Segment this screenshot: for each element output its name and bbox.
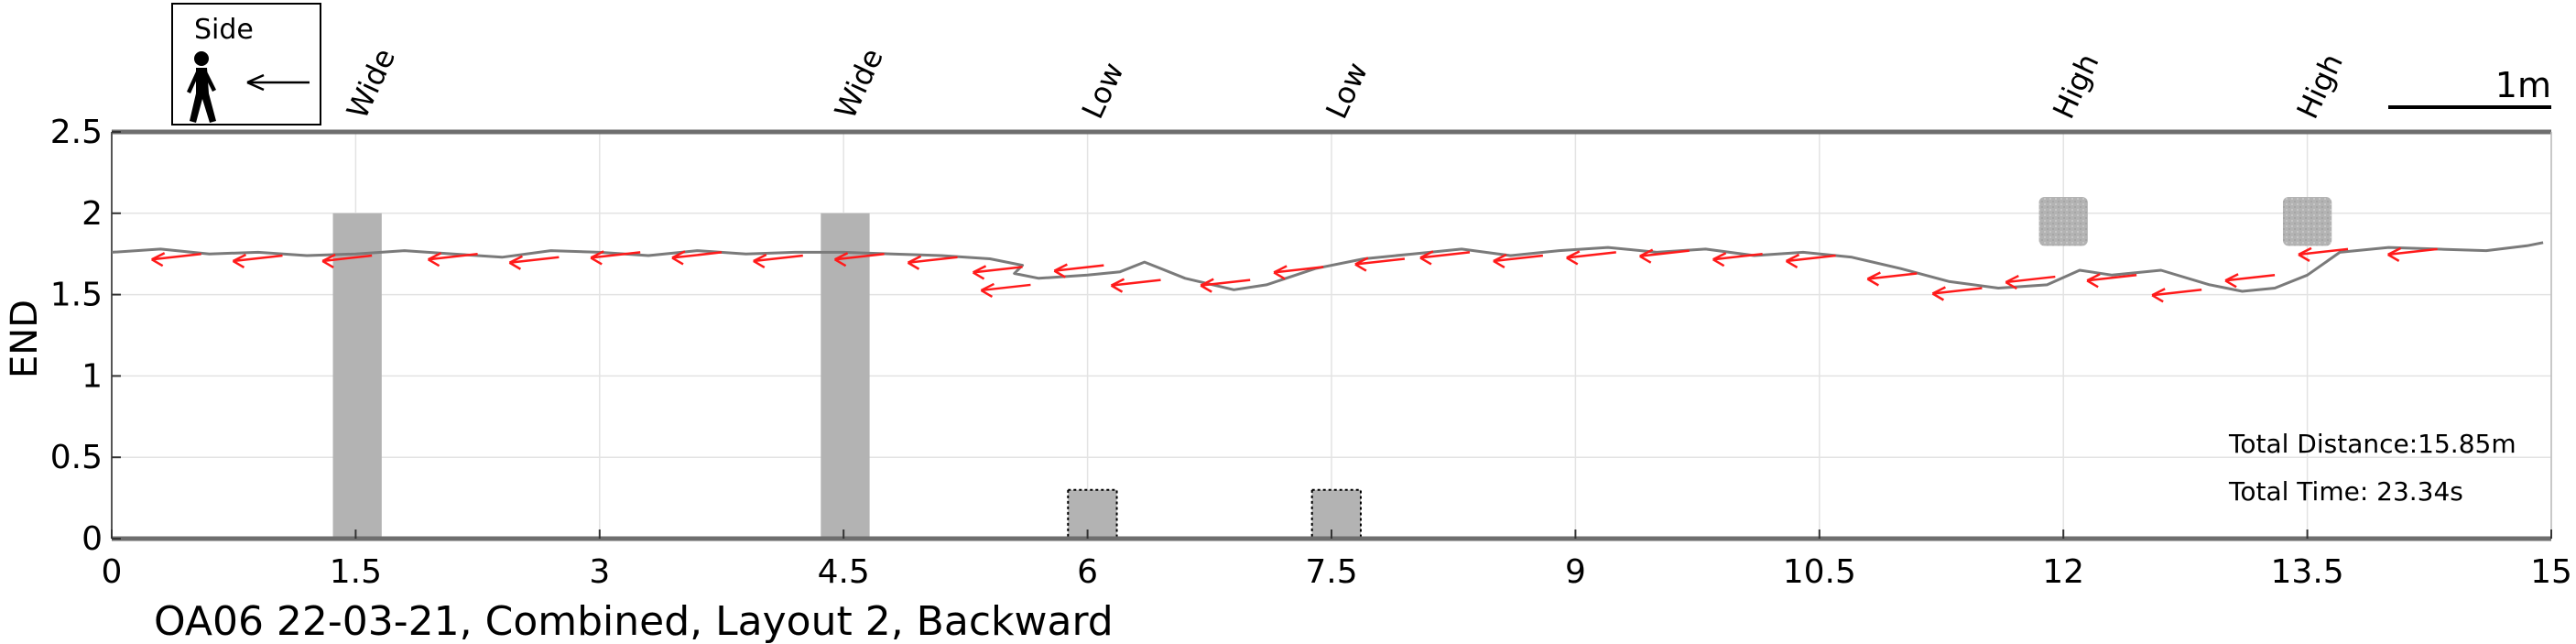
obstacle-wide: [332, 213, 382, 540]
direction-arrow: [2224, 273, 2276, 289]
direction-arrow: [1200, 278, 1251, 293]
direction-arrow: [2005, 274, 2056, 290]
direction-arrow: [2387, 246, 2438, 262]
direction-arrow: [321, 253, 373, 269]
left-arrow-icon: [246, 73, 310, 92]
x-tick-label: 15: [2530, 553, 2572, 591]
obstacle-low: [1067, 488, 1118, 540]
direction-arrow: [1354, 257, 1406, 272]
x-tick-label: 4.5: [818, 553, 870, 591]
direction-arrow: [1493, 253, 1544, 269]
obstacle-label: High: [2046, 49, 2106, 125]
obstacle-label: Wide: [828, 43, 890, 124]
walking-person-icon: [187, 51, 216, 123]
scale-bar-label: 1m: [2495, 65, 2551, 105]
obstacle-label: High: [2289, 49, 2350, 125]
y-tick-label: 2.5: [50, 114, 103, 151]
x-tick-label: 9: [1565, 553, 1586, 591]
x-tick-label: 0: [102, 553, 123, 591]
direction-arrow: [1866, 271, 1918, 287]
direction-arrow: [1931, 286, 1983, 301]
obstacle-high: [2282, 197, 2332, 246]
direction-arrow: [753, 253, 803, 269]
direction-arrow: [1053, 263, 1104, 278]
y-tick-label: 2: [82, 195, 103, 233]
tick-labels: 0 1.5 3 4.5 6 7.5 9 10.5 12 13.5 15 0 0.5 1 1.5 2 2.5: [50, 114, 2572, 591]
y-tick-label: 1: [82, 357, 103, 395]
x-tick-label: 12: [2042, 553, 2084, 591]
direction-arrow: [1110, 278, 1161, 293]
direction-arrow: [2151, 288, 2202, 303]
direction-arrow: [907, 255, 958, 270]
obstacle-label: Low: [1075, 57, 1131, 124]
direction-arrow: [671, 250, 723, 266]
trajectory: [111, 241, 2544, 293]
x-tick-label: 10.5: [1783, 553, 1856, 591]
trajectory-line: [111, 241, 2544, 293]
obstacle-low: [1310, 488, 1362, 540]
x-tick-label: 7.5: [1305, 553, 1357, 591]
legend-label: Side: [194, 14, 254, 46]
direction-arrows: [151, 246, 2438, 303]
direction-arrow: [508, 255, 560, 270]
obstacle-labels: Wide Wide Low Low High High: [340, 43, 2350, 124]
chart-title: OA06 22-03-21, Combined, Layout 2, Backw…: [154, 598, 1114, 644]
direction-arrow: [1273, 265, 1324, 280]
y-tick-label: 1.5: [50, 277, 103, 314]
direction-arrow: [590, 250, 641, 266]
y-tick-label: 0.5: [50, 439, 103, 476]
direction-arrow: [1785, 253, 1836, 269]
direction-arrow: [1566, 250, 1616, 266]
direction-arrow: [151, 252, 201, 267]
obstacle-high: [2038, 197, 2088, 246]
legend-box: Side: [171, 3, 321, 126]
obstacle-label: Low: [1319, 57, 1375, 124]
direction-arrow: [980, 282, 1031, 299]
scale-bar: 1m: [2388, 65, 2551, 109]
direction-arrow: [1419, 250, 1471, 266]
grid-lines: [111, 131, 2552, 540]
y-axis-label: END: [4, 300, 46, 378]
direction-arrow: [2298, 246, 2349, 262]
x-tick-label: 13.5: [2271, 553, 2344, 591]
direction-arrow: [1712, 252, 1763, 267]
direction-arrow: [1639, 248, 1690, 264]
direction-arrow: [833, 252, 885, 267]
x-tick-label: 1.5: [330, 553, 382, 591]
obstacle-wide: [821, 213, 870, 540]
x-tick-label: 6: [1077, 553, 1098, 591]
direction-arrow: [232, 253, 283, 269]
x-tick-label: 3: [589, 553, 610, 591]
total-time: Total Time: 23.34s: [2228, 476, 2463, 507]
total-distance: Total Distance:15.85m: [2228, 429, 2516, 459]
y-tick-label: 0: [82, 520, 103, 558]
obstacle-label: Wide: [340, 43, 402, 124]
obstacles: [332, 197, 2332, 540]
direction-arrow: [972, 265, 1023, 280]
direction-arrow: [427, 252, 478, 267]
direction-arrow: [2086, 273, 2137, 289]
